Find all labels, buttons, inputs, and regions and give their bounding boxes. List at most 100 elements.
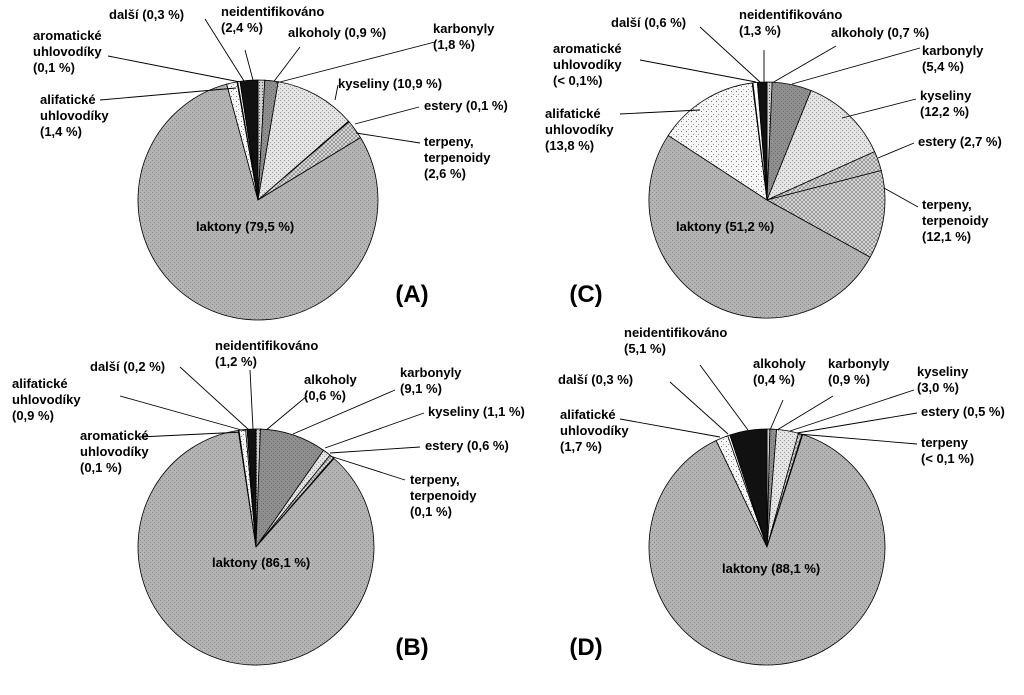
slice-label-karbonyly: karbonyly (0,9 %): [828, 356, 890, 387]
slice-label-line: další (0,6 %): [611, 15, 686, 30]
slice-label-line: uhlovodíky: [545, 122, 614, 137]
slice-label-kyseliny: kyseliny (3,0 %): [917, 364, 969, 395]
slice-label-aromaticke-uhlovodiky: aromatické uhlovodíky (0,1 %): [80, 428, 149, 475]
slice-label-line: karbonyly: [828, 356, 890, 371]
slice-label-line: laktony (79,5 %): [196, 219, 294, 234]
leader-line-terpeny-terpenoidy: [355, 132, 421, 144]
slice-label-line: karbonyly: [433, 21, 495, 36]
slice-label-aromaticke-uhlovodiky: aromatické uhlovodíky (< 0,1%): [553, 41, 622, 88]
slice-label-line: neidentifikováno: [624, 325, 727, 340]
slice-label-line: (0,1 %): [33, 60, 75, 75]
leader-line-estery: [354, 106, 420, 125]
slice-label-line: terpeny,: [424, 134, 474, 149]
slice-label-line: další (0,3 %): [109, 7, 184, 22]
pie-slice-terpeny-terpenoidy: [765, 170, 886, 258]
slice-label-laktony: laktony (79,5 %): [196, 219, 294, 234]
pie-slice-neidentifikovano: [756, 81, 768, 201]
slice-label-laktony: laktony (88,1 %): [722, 561, 820, 576]
pie-chart-b: alkoholy (0,6 %) karbonyly (9,1 %) kyseliny …: [12, 338, 525, 666]
slice-label-line: alkoholy: [304, 372, 358, 387]
slice-label-line: kyseliny (10,9 %): [338, 76, 442, 91]
pie-slice-laktony: [137, 83, 379, 321]
slice-label-karbonyly: karbonyly (1,8 %): [433, 21, 495, 52]
slice-label-line: (12,1 %): [922, 229, 971, 244]
slice-label-laktony: laktony (86,1 %): [212, 555, 310, 570]
slice-label-line: další (0,3 %): [558, 372, 633, 387]
slice-label-alifaticke-uhlovodiky: alifatické uhlovodíky (1,7 %): [560, 407, 629, 454]
leader-line-karbonyly: [776, 395, 834, 431]
slice-label-line: terpeny,: [410, 472, 460, 487]
pie-chart-d: alkoholy (0,4 %)karbonyly (0,9 %)kyseliny(…: [558, 325, 1005, 666]
slice-label-line: uhlovodíky: [553, 57, 622, 72]
slice-label-line: uhlovodíky: [33, 44, 102, 59]
pie-slice-kyseliny: [766, 90, 876, 201]
slice-label-line: (1,4 %): [40, 124, 82, 139]
slice-label-line: laktony (88,1 %): [722, 561, 820, 576]
slice-label-kyseliny: kyseliny (10,9 %): [338, 76, 442, 91]
leader-line-estery: [877, 142, 915, 159]
pie-slice-laktony: [648, 134, 871, 319]
slice-label-line: (9,1 %): [400, 381, 442, 396]
pie-slice-alifaticke-uhlovodiky: [667, 82, 768, 201]
leader-line-alifaticke-uhlovodiky: [119, 395, 246, 432]
slice-label-line: laktony (51,2 %): [676, 219, 774, 234]
slice-label-alkoholy: alkoholy (0,9 %): [288, 25, 386, 40]
slice-label-line: terpeny,: [922, 197, 972, 212]
leader-line-alkoholy: [271, 46, 301, 85]
pie-chart-c: alkoholy (0,7 %) karbonyly (5,4 %) kyseliny…: [545, 7, 1002, 319]
leader-line-aromaticke-uhlovodiky: [139, 431, 244, 438]
leader-line-estery: [329, 446, 421, 454]
slice-label-neidentifikovano: neidentifikováno (1,2 %): [215, 338, 318, 369]
panel-letter-c: (C): [569, 281, 602, 308]
slice-label-neidentifikovano: neidentifikováno (1,3 %): [739, 7, 842, 38]
slice-label-line: (1,7 %): [560, 439, 602, 454]
slice-label-line: kyseliny: [920, 88, 972, 103]
slice-label-dalsi: další (0,3 %): [109, 7, 184, 22]
slice-label-line: alifatické: [545, 106, 601, 121]
pie-slice-neidentifikovano: [239, 79, 259, 201]
slice-label-estery: estery (0,6 %): [425, 438, 509, 453]
slice-label-kyseliny: kyseliny (12,2 %): [920, 88, 972, 119]
slice-label-line: (1,3 %): [739, 23, 781, 38]
pie-chart-a: alkoholy (0,9 %) karbonyly (1,8 %) kyseliny…: [33, 4, 508, 321]
slice-label-alifaticke-uhlovodiky: alifatické uhlovodíky (13,8 %): [545, 106, 614, 153]
slice-label-line: (2,4 %): [221, 20, 263, 35]
slice-label-line: (1,8 %): [433, 37, 475, 52]
pie-slice-kyseliny: [257, 81, 350, 202]
slice-label-alkoholy: alkoholy (0,4 %): [753, 356, 807, 387]
slice-label-line: (< 0,1%): [553, 73, 603, 88]
slice-label-terpeny-terpenoidy: terpeny, terpenoidy (2,6 %): [424, 134, 491, 181]
leader-line-karbonyly: [275, 41, 436, 84]
pie-slice-laktony: [137, 429, 375, 666]
leader-line-alkoholy: [771, 45, 837, 84]
slice-label-line: aromatické: [553, 41, 622, 56]
slice-label-line: terpenoidy: [410, 488, 477, 503]
leader-line-alifaticke-uhlovodiky: [619, 418, 721, 438]
leader-line-terpeny: [797, 433, 918, 445]
slice-label-line: neidentifikováno: [739, 7, 842, 22]
leader-line-kyseliny: [841, 98, 917, 119]
slice-label-dalsi: další (0,6 %): [611, 15, 686, 30]
slice-label-line: karbonyly: [922, 43, 984, 58]
slice-label-line: estery (0,1 %): [424, 98, 508, 113]
leader-line-dalsi: [699, 26, 761, 83]
leader-line-aromaticke-uhlovodiky: [639, 59, 757, 83]
slice-label-line: (5,1 %): [624, 341, 666, 356]
slice-label-line: uhlovodíky: [12, 392, 81, 407]
slice-label-line: (0,6 %): [304, 388, 346, 403]
panel-letter-b: (B): [395, 634, 428, 661]
slice-label-line: (3,0 %): [917, 380, 959, 395]
leader-line-alifaticke-uhlovodiky: [99, 87, 237, 101]
slice-label-line: terpeny: [921, 435, 969, 450]
slice-label-alifaticke-uhlovodiky: alifatické uhlovodíky (0,9 %): [12, 376, 81, 423]
slice-label-terpeny-terpenoidy: terpeny, terpenoidy (0,1 %): [410, 472, 477, 519]
slice-label-line: kyseliny: [917, 364, 969, 379]
slice-label-alifaticke-uhlovodiky: alifatické uhlovodíky (1,4 %): [40, 92, 109, 139]
slice-label-line: uhlovodíky: [560, 423, 629, 438]
slice-label-line: alifatické: [40, 92, 96, 107]
slice-label-line: alkoholy (0,9 %): [288, 25, 386, 40]
leader-line-neidentifikovano: [699, 364, 749, 431]
slice-label-aromaticke-uhlovodiky: aromatické uhlovodíky (0,1 %): [33, 28, 102, 75]
slice-label-line: alkoholy (0,7 %): [831, 25, 929, 40]
slice-label-line: (0,1 %): [80, 460, 122, 475]
